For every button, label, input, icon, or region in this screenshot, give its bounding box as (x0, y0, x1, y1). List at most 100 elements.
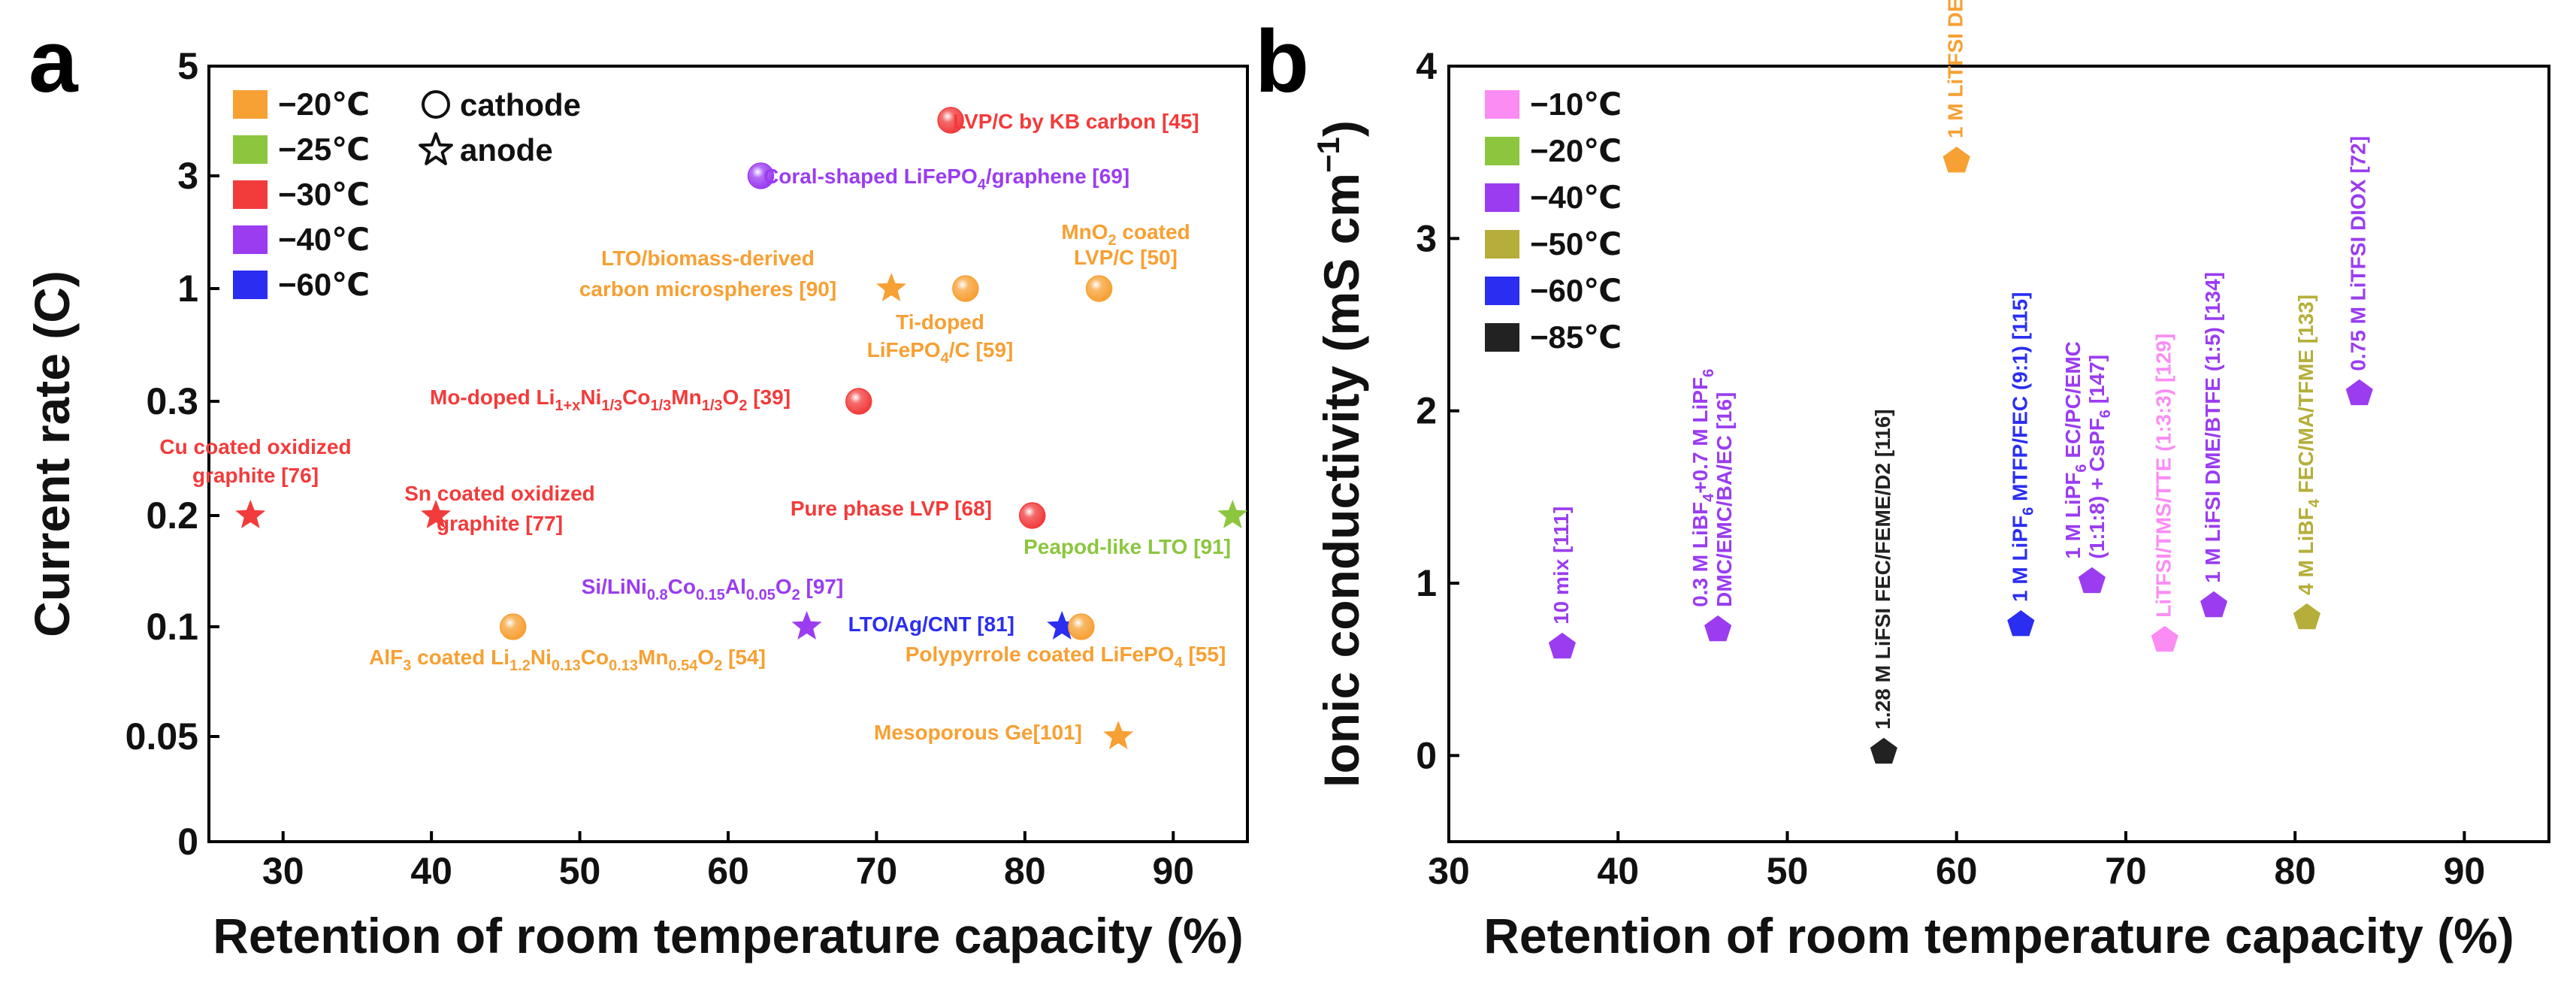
data-point-anode (1103, 721, 1134, 749)
annotations-b: 10 mix [111] 0.3 M LiBF4+0.7 M LiPF6 DMC… (1550, 0, 2370, 730)
x-tick-label-a: 90 (1152, 850, 1194, 892)
anno-tfme: 4 M LiBF4 FEC/MA/TFME [133] (2294, 295, 2323, 595)
panel-b: b 30 40 50 60 70 80 90 0 1 2 3 4 Retention of room… (1255, 0, 2550, 963)
legend-swatch-b (1485, 277, 1519, 305)
points-b (1548, 147, 2373, 764)
anno-ge: Mesoporous Ge[101] (874, 721, 1082, 744)
legend-label-a: −25℃ (278, 132, 370, 167)
anno-mtfp: 1 M LiPF6 MTFP/FEC (9:1) [115] (2008, 292, 2036, 602)
anno-mno2-line2: LVP/C [50] (1074, 246, 1178, 269)
data-point-cathode (1068, 613, 1095, 640)
y-tick-label-b: 0 (1416, 734, 1437, 776)
anno-tms: LiTFSI/TMS/TTE (1:3:3) [129] (2152, 334, 2175, 618)
data-point-cathode (952, 275, 979, 302)
legend-swatch-a (233, 180, 268, 209)
legend-swatch-b (1485, 90, 1519, 119)
legend-label-b: −85℃ (1530, 319, 1622, 355)
data-point-electrolyte (2151, 625, 2178, 652)
x-ticks-b: 30 40 50 60 70 80 90 (1428, 831, 2485, 892)
panel-a: a 30 40 50 60 70 80 90 0 0.05 0.1 0.2 0.3 1 3 5 Reten… (24, 12, 1249, 963)
legend-swatch-a (233, 271, 268, 299)
x-tick-label-b: 70 (2105, 850, 2147, 892)
anno-mo-doped: Mo-doped Li1+xNi1/3Co1/3Mn1/3O2 [39] (430, 386, 791, 414)
x-axis-title-b: Retention of room temperature capacity (… (1483, 908, 2514, 963)
anno-bf4-line1: 0.3 M LiBF4+0.7 M LiPF6 (1689, 369, 1717, 607)
legend-a: −20℃ −25℃ −30℃ −40℃ −60℃ cathode anode (233, 86, 581, 302)
plot-frame-b (1447, 65, 2550, 843)
y-tick-label-a: 0 (177, 821, 198, 863)
x-tick-label-b: 50 (1767, 850, 1809, 892)
anno-lto-ag: LTO/Ag/CNT [81] (848, 612, 1014, 636)
legend-label-a: −30℃ (278, 177, 370, 212)
legend-label-b: −10℃ (1530, 86, 1622, 122)
panel-letter-a: a (29, 12, 79, 111)
x-tick-label-a: 80 (1004, 850, 1046, 892)
data-point-electrolyte (2078, 567, 2106, 594)
anno-coral: Coral-shaped LiFePO4/graphene [69] (763, 165, 1129, 193)
anno-sn-line1: Sn coated oxidized (404, 482, 595, 505)
anno-diox: 0.75 M LiTFSI DIOX [72] (2347, 136, 2370, 371)
x-tick-label-a: 40 (410, 850, 452, 892)
anno-ti-line1: Ti-doped (896, 310, 984, 334)
data-point-electrolyte (1943, 147, 1970, 173)
data-point-cathode (845, 388, 872, 415)
x-ticks-a: 30 40 50 60 70 80 90 (262, 831, 1194, 892)
panel-letter-b: b (1255, 12, 1309, 111)
data-point-anode (235, 500, 266, 528)
anno-10mix: 10 mix [111] (1550, 507, 1573, 625)
anno-mno2-line1: MnO2 coated (1061, 220, 1190, 249)
legend-marker-circle (422, 90, 450, 119)
legend-label-anode: anode (460, 132, 553, 168)
x-tick-label-b: 90 (2444, 850, 2486, 892)
data-point-cathode (937, 107, 964, 134)
annotations-a: LVP/C by KB carbon [45] Coral-shaped LiF… (159, 110, 1231, 744)
y-tick-label-b: 1 (1416, 562, 1437, 604)
data-point-anode (421, 500, 451, 528)
anno-pure-lvp: Pure phase LVP [68] (791, 497, 992, 520)
anno-cu-line1: Cu coated oxidized (159, 435, 351, 458)
data-point-cathode (1018, 502, 1046, 529)
legend-label-b: −20℃ (1530, 133, 1622, 168)
y-tick-label-b: 3 (1416, 217, 1437, 259)
data-point-electrolyte (2007, 610, 2035, 637)
legend-label-a: −40℃ (278, 222, 370, 257)
legend-label-cathode: cathode (460, 87, 581, 122)
x-tick-label-b: 60 (1936, 850, 1978, 892)
x-axis-title-a: Retention of room temperature capacity (… (213, 908, 1244, 963)
legend-label-a: −20℃ (278, 86, 370, 122)
data-point-anode (1217, 500, 1248, 528)
legend-label-a: −60℃ (278, 267, 370, 302)
legend-swatch-b (1485, 230, 1519, 259)
legend-marker-star (419, 132, 453, 165)
x-tick-label-a: 60 (707, 850, 749, 892)
data-point-electrolyte (2345, 379, 2373, 406)
data-point-anode (876, 273, 907, 301)
points-a (235, 107, 1248, 749)
anno-litfsi-dec: 1 M LiTFSI DEC/EC/MB (1:1:1) [109] (1944, 0, 1967, 138)
data-point-electrolyte (2293, 603, 2321, 630)
y-tick-label-a: 0.1 (146, 606, 198, 648)
data-point-anode (1047, 611, 1078, 640)
data-point-cathode (1085, 275, 1113, 302)
data-point-anode (791, 611, 822, 640)
data-point-electrolyte (1548, 632, 1576, 659)
anno-cspf6-line2: (1:1:8) + CsPF6 [147] (2085, 355, 2114, 559)
anno-ti-line2: LiFePO4/C [59] (867, 338, 1014, 367)
anno-bf4-line2: DMC/EMC/BA/EC [16] (1713, 392, 1736, 607)
x-tick-label-a: 30 (262, 850, 304, 892)
anno-lto-bio-line1: LTO/biomass-derived (601, 246, 815, 270)
x-tick-label-a: 70 (856, 850, 898, 892)
anno-alf3: AlF3 coated Li1.2Ni0.13Co0.13Mn0.54O2 [5… (369, 646, 766, 674)
anno-lifsi-128: 1.28 M LiFSI FEC/FEME/D2 [116] (1871, 409, 1894, 729)
legend-label-b: −60℃ (1530, 273, 1622, 308)
legend-label-b: −50℃ (1530, 226, 1622, 262)
y-tick-label-a: 0.3 (146, 380, 198, 422)
legend-swatch-b (1485, 323, 1519, 352)
anno-btfe: 1 M LiFSI DME/BTFE (1:5) [134] (2201, 272, 2224, 583)
anno-cspf6-line1: 1 M LiPF6 EC/PC/EMC (2061, 341, 2090, 559)
legend-swatch-a (233, 135, 268, 164)
y-axis-title-b: Ionic conductivity (mS cm−1) (1311, 120, 1369, 788)
y-axis-title-a: Current rate (C) (24, 271, 80, 637)
anno-lto-bio-line2: carbon microspheres [90] (579, 277, 836, 301)
x-tick-label-b: 80 (2274, 850, 2316, 892)
